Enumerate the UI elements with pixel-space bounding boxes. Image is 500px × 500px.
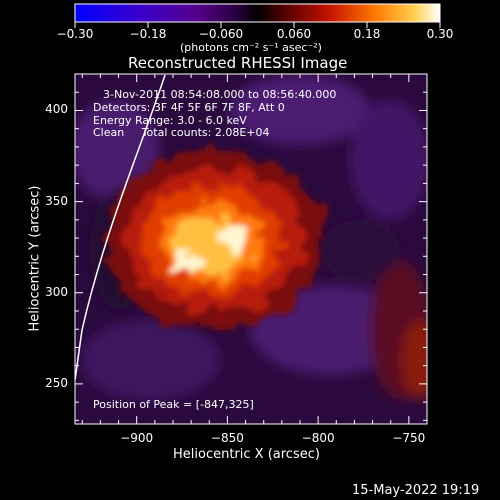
plot-frame [74,73,428,425]
colorbar-units: (photons cm⁻² s⁻¹ asec⁻²) [180,41,322,54]
image-map [75,74,427,424]
y-axis-label: Heliocentric Y (arcsec) [27,185,43,332]
y-tick-label: 250 [45,375,68,390]
axis-ticks [75,73,428,424]
colorbar-tick-label: 0.060 [276,27,312,41]
x-tick-label: −750 [392,431,426,445]
peak-position: Position of Peak = [-847,325] [93,398,254,411]
solar-limb [75,74,166,381]
colorbar-tick-label: 0.30 [426,27,454,41]
timestamp: 15-May-2022 19:19 [352,483,480,498]
y-tick-label: 350 [45,193,68,208]
x-axis-label: Heliocentric X (arcsec) [173,447,320,462]
y-tick-label: 400 [45,102,68,117]
x-tick-label: −850 [210,431,244,445]
x-tick-label: −900 [120,431,154,445]
x-tick-label: −800 [301,431,335,445]
time-range: 3-Nov-2011 08:54:08.000 to 08:56:40.000 [103,88,337,101]
y-tick-label: 300 [45,284,68,299]
colorbar-tick-label: 0.18 [353,27,381,41]
colorbar [74,3,441,23]
colorbar-tick-label: −0.060 [198,27,244,41]
colorbar-tick-label: −0.18 [129,27,167,41]
clean-counts: Clean Total counts: 2.08E+04 [93,126,270,139]
energy-range: Energy Range: 3.0 - 6.0 keV [93,114,247,127]
colorbar-ticks [74,22,441,28]
detectors: Detectors: 3F 4F 5F 6F 7F 8F, Att 0 [93,101,285,114]
plot-title: Reconstructed RHESSI Image [128,54,348,72]
colorbar-tick-label: −0.30 [56,27,94,41]
